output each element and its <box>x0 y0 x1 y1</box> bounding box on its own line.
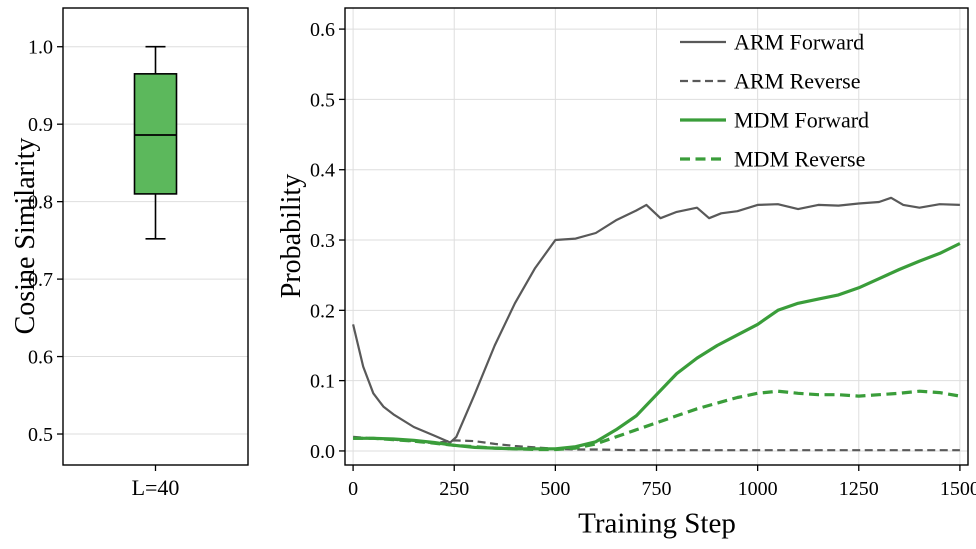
y-tick-label: 0.3 <box>310 230 335 252</box>
legend-label-mdm-forward: MDM Forward <box>734 108 869 133</box>
legend-item-arm-reverse: ARM Reverse <box>680 69 860 94</box>
series-line-arm-reverse <box>353 435 960 452</box>
legend-item-mdm-forward: MDM Forward <box>680 108 869 133</box>
y-tick-label: 0.5 <box>310 89 335 111</box>
y-tick-label: 0.8 <box>28 192 53 214</box>
series-line-mdm-reverse <box>353 389 961 452</box>
legend-item-arm-forward: ARM Forward <box>680 30 864 55</box>
x-tick-label: 0 <box>348 478 358 500</box>
legend-label-mdm-reverse: MDM Reverse <box>734 147 865 172</box>
y-tick-label: 0.0 <box>310 441 335 463</box>
series-group <box>352 196 961 452</box>
linechart-y-axis-label: Probability <box>276 173 307 299</box>
y-tick-label: 0.9 <box>28 114 53 136</box>
x-tick-label: 1500 <box>940 478 976 500</box>
legend-label-arm-forward: ARM Forward <box>734 30 864 55</box>
x-tick-label: 1000 <box>738 478 778 500</box>
x-tick-label: 750 <box>642 478 672 500</box>
line-chart: 0 250 500 750 1000 1250 1500 0.0 0.1 0.2 0.3 0.4 0.5… <box>310 7 976 500</box>
box <box>133 73 178 195</box>
series-line-arm-forward <box>352 196 960 444</box>
boxplot-chart: 0.5 0.6 0.7 0.8 0.9 1.0 L=40 <box>28 7 249 500</box>
y-tick-label: 0.4 <box>310 160 335 182</box>
linechart-x-axis-label: Training Step <box>578 507 736 540</box>
y-tick-label: 0.5 <box>28 424 53 446</box>
y-tick-label: 0.2 <box>310 300 335 322</box>
y-tick-label: 1.0 <box>28 37 53 59</box>
boxplot-box-group <box>133 45 178 240</box>
y-tick-label: 0.7 <box>28 269 53 291</box>
boxplot-y-axis-label: Cosine Similarity <box>10 137 41 335</box>
boxplot-y-ticks: 0.5 0.6 0.7 0.8 0.9 1.0 <box>28 37 63 446</box>
linechart-ticks: 0 250 500 750 1000 1250 1500 0.0 0.1 0.2 0.3 0.4 0.5… <box>310 19 976 500</box>
y-tick-label: 0.1 <box>310 371 335 393</box>
y-tick-label: 0.6 <box>310 19 335 41</box>
x-tick-label: 250 <box>439 478 469 500</box>
y-tick-label: 0.6 <box>28 347 53 369</box>
x-tick-label: 1250 <box>839 478 879 500</box>
linechart-gridlines <box>345 8 968 465</box>
legend-item-mdm-reverse: MDM Reverse <box>680 147 865 172</box>
x-tick-label: 500 <box>540 478 570 500</box>
legend-label-arm-reverse: ARM Reverse <box>734 69 860 94</box>
x-category-label: L=40 <box>132 475 180 500</box>
legend: ARM Forward ARM Reverse MDM Forward MDM Rev… <box>680 30 869 172</box>
